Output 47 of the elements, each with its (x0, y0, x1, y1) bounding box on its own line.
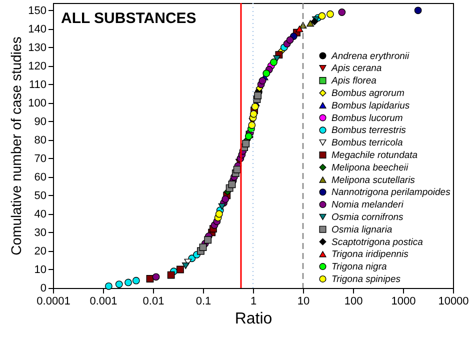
x-axis-title: Ratio (234, 310, 272, 328)
y-tick-label: 90 (34, 116, 46, 128)
y-tick-label: 130 (28, 42, 46, 54)
legend-label: Osmia lignaria (332, 224, 392, 236)
y-tick-label: 30 (34, 226, 46, 239)
y-tick-label: 20 (34, 245, 46, 258)
legend-label: Bombus terrestris (332, 125, 406, 136)
x-tick-label: 10 (297, 296, 310, 308)
y-tick-label: 0 (40, 282, 46, 294)
y-tick-label: 150 (28, 4, 46, 17)
legend-label: Andrena erythronii (330, 50, 410, 62)
y-tick-label: 120 (28, 60, 46, 72)
x-tick-label: 0.1 (196, 296, 212, 308)
x-tick-label: 10000 (438, 296, 469, 308)
legend-label: Osmia cornifrons (332, 212, 404, 223)
y-tick-label: 40 (34, 208, 46, 220)
y-tick-label: 110 (28, 78, 46, 91)
y-tick-label: 70 (34, 152, 46, 165)
legend-label: Bombus terricola (332, 138, 403, 149)
legend-label: Trigona iridipennis (332, 249, 409, 260)
legend-label: Apis florea (330, 76, 376, 87)
x-tick-label: 1 (250, 296, 257, 308)
y-tick-label: 140 (28, 23, 46, 36)
y-tick-label: 80 (34, 134, 46, 146)
x-tick-label: 0.01 (142, 296, 164, 308)
legend-label: Nannotrigona perilampoides (332, 187, 451, 198)
legend-label: Bombus lapidarius (332, 100, 410, 112)
legend-label: Nomia melanderi (332, 200, 404, 211)
x-tick-label: 0.001 (90, 296, 118, 308)
legend-label: Bombus agrorum (332, 88, 404, 99)
y-tick-label: 10 (34, 264, 46, 276)
y-tick-label: 50 (34, 190, 46, 202)
x-tick-label: 100 (344, 296, 363, 308)
y-tick-label: 60 (34, 171, 46, 184)
y-tick-label: 100 (28, 97, 46, 110)
text: ALL SUBSTANCES (61, 10, 196, 27)
y-axis-title: Comulative number of case studies (8, 36, 24, 256)
legend-label: Trigona nigra (332, 262, 387, 273)
legend-label: Scaptotrigona postica (332, 236, 423, 248)
legend-label: Melipona beecheii (332, 162, 409, 174)
legend-label: Melipona scutellaris (332, 174, 416, 186)
x-tick-label: 1000 (391, 296, 416, 308)
legend-label: Trigona spinipes (332, 274, 401, 285)
x-tick-label: 0.0001 (36, 296, 70, 308)
legend-label: Bombus lucorum (332, 112, 403, 124)
legend-label: Megachile rotundata (332, 150, 418, 161)
legend-label: Apis cerana (330, 63, 382, 74)
